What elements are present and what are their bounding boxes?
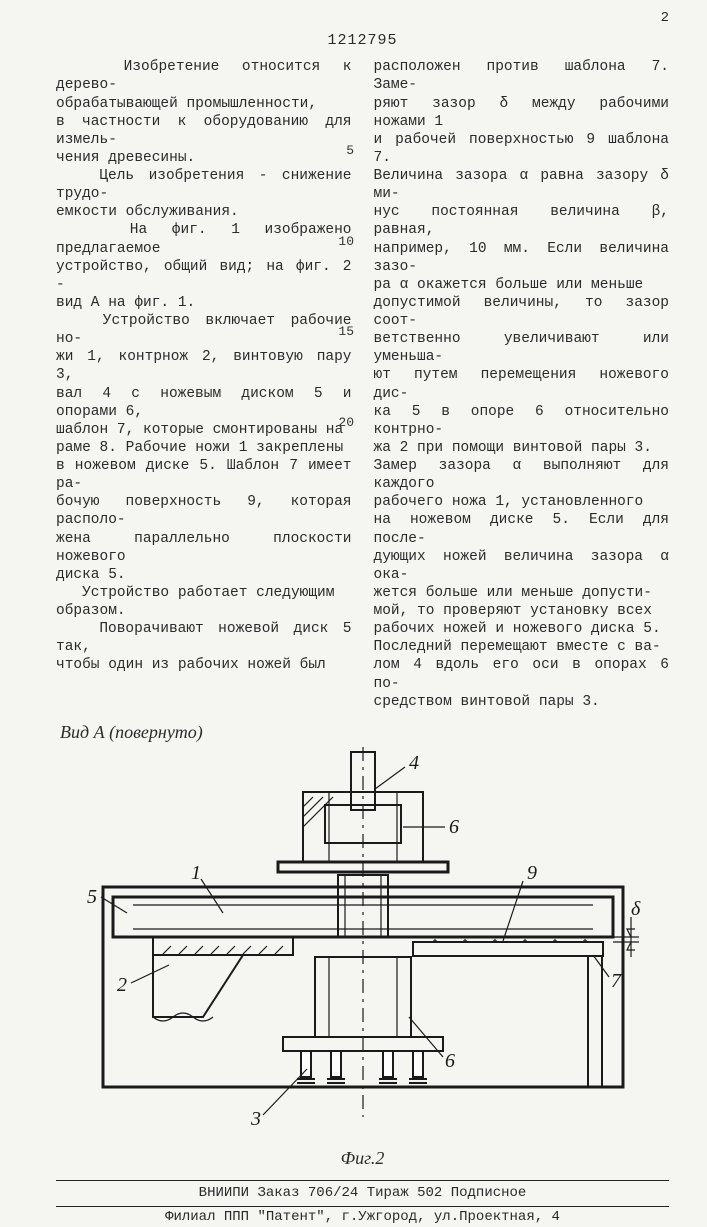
callout-7: 7: [611, 970, 622, 992]
figure-svg: 4 6 5 1 2 9 7 3 6 δ: [83, 747, 643, 1137]
patent-number: 1212795: [56, 32, 669, 51]
callout-6-lower: 6: [445, 1050, 455, 1072]
callout-2: 2: [117, 974, 127, 996]
callout-9: 9: [527, 862, 537, 884]
callout-3: 3: [250, 1108, 261, 1130]
callout-delta: δ: [631, 898, 641, 920]
line-number-gutter: 5 10 15 20: [336, 70, 354, 432]
page: 2 1212795 5 10 15 20 Изобретение относит…: [0, 0, 707, 1000]
callout-5: 5: [87, 886, 97, 908]
page-number-row: 2: [56, 10, 669, 28]
text-columns: Изобретение относится к дерево- обрабаты…: [56, 58, 669, 711]
view-label: Вид А (повернуто): [60, 721, 669, 744]
callout-1: 1: [191, 862, 201, 884]
figure-caption: Фиг.2: [83, 1147, 643, 1170]
page-num-right: 2: [661, 10, 669, 28]
callout-6-upper: 6: [449, 816, 459, 838]
right-column: расположен против шаблона 7. Заме- ряют …: [374, 58, 670, 711]
footer-line: ВНИИПИ Заказ 706/24 Тираж 502 Подписное: [56, 1180, 669, 1208]
figure-2: 4 6 5 1 2 9 7 3 6 δ Фиг.2: [83, 747, 643, 1170]
callout-4: 4: [409, 752, 419, 774]
footer-address: Филиал ППП "Патент", г.Ужгород, ул.Проек…: [56, 1209, 669, 1227]
left-column: Изобретение относится к дерево- обрабаты…: [56, 58, 352, 711]
